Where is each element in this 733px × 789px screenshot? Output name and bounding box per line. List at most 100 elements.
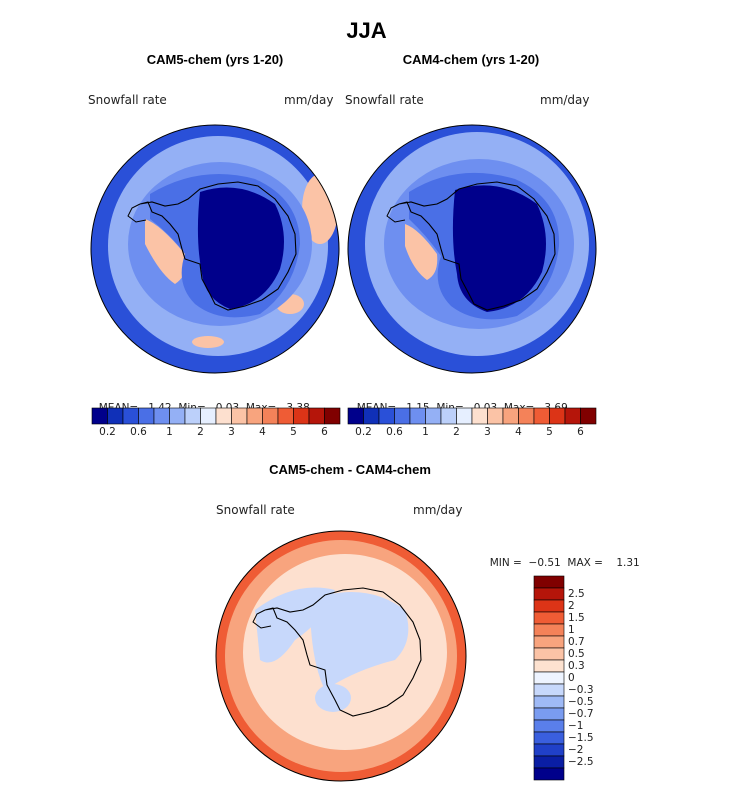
colorbar-swatch [91,407,108,425]
colorbar-swatch [533,755,565,769]
panel-title-cam5: CAM5-chem (yrs 1-20) [146,52,284,67]
colorbar-swatch [409,407,426,425]
colorbar-swatch [564,407,581,425]
colorbar-swatch [246,407,263,425]
colorbar-tick-label: 4 [259,426,266,438]
colorbar-swatch [533,407,550,425]
colorbar-swatch [518,407,535,425]
colorbar-swatch [200,407,217,425]
map-cam4-snowfall [347,124,597,374]
colorbar-tick-label: −0.5 [568,696,594,708]
colorbar-swatch [324,407,341,425]
colorbar-swatch [533,671,565,685]
colorbar-swatch [533,587,565,601]
colorbar-tick-label: 3 [228,426,235,438]
variable-label-diff: Snowfall rate [216,503,295,517]
colorbar-cam4 [347,407,597,425]
colorbar-tick-label: −2 [568,744,584,756]
colorbar-diff [533,575,565,781]
stats-diff: MIN = −0.51 MAX = 1.31 [483,545,640,569]
colorbar-tick-label: 0.7 [568,636,585,648]
colorbar-tick-label: 1.5 [568,612,585,624]
panel-title-cam4: CAM4-chem (yrs 1-20) [402,52,540,67]
map-border [215,530,467,782]
variable-label-cam5: Snowfall rate [88,93,167,107]
warm-peninsula-region [405,224,438,280]
colorbar-tick-label: 2 [568,600,575,612]
colorbar-swatch [533,719,565,733]
units-label-diff: mm/day [413,503,463,517]
colorbar-swatch [277,407,294,425]
max-label: MAX = [567,557,603,569]
colorbar-swatch [378,407,395,425]
colorbar-swatch [363,407,380,425]
colorbar-swatch [533,743,565,757]
diff-negative-region-ross [315,684,351,712]
colorbar-tick-label: 0.2 [99,426,116,438]
colorbar-swatch [533,659,565,673]
colorbar-tick-label: 5 [546,426,553,438]
variable-label-cam4: Snowfall rate [345,93,424,107]
colorbar-swatch [533,647,565,661]
colorbar-swatch [487,407,504,425]
colorbar-swatch [440,407,457,425]
colorbar-swatch [533,767,565,781]
colorbar-tick-label: 2 [197,426,204,438]
colorbar-cam4-labels: 0.2 0.6 1 2 3 4 5 6 [348,426,596,440]
antarctica-coastline [398,181,556,311]
colorbar-swatch [262,407,279,425]
min-label: MIN = [489,557,522,569]
colorbar-swatch [502,407,519,425]
colorbar-swatch [122,407,139,425]
colorbar-swatch [580,407,597,425]
colorbar-cam5 [91,407,341,425]
colorbar-swatch [533,599,565,613]
panel-title-diff: CAM5-chem - CAM4-chem [269,462,431,477]
colorbar-tick-label: 3 [484,426,491,438]
colorbar-swatch [533,731,565,745]
plateau-zone [197,187,284,309]
max-value: 1.31 [616,557,640,569]
colorbar-swatch [169,407,186,425]
colorbar-tick-label: 0.3 [568,660,585,672]
colorbar-swatch [549,407,566,425]
colorbar-tick-label: −0.3 [568,684,594,696]
colorbar-swatch [533,623,565,637]
colorbar-tick-label: 1 [166,426,173,438]
antarctica-coastline [264,587,422,717]
map-cam5-snowfall [90,124,340,374]
colorbar-tick-label: −2.5 [568,756,594,768]
colorbar-swatch [138,407,155,425]
colorbar-tick-label: 5 [290,426,297,438]
colorbar-swatch [425,407,442,425]
colorbar-swatch [308,407,325,425]
colorbar-tick-label: 1 [568,624,575,636]
units-label-cam5: mm/day [284,93,334,107]
colorbar-swatch [533,611,565,625]
peninsula-coastline [252,609,272,629]
colorbar-swatch [394,407,411,425]
map-border [90,124,340,374]
colorbar-tick-label: 6 [577,426,584,438]
colorbar-swatch [471,407,488,425]
colorbar-cam5-labels: 0.2 0.6 1 2 3 4 5 6 [92,426,340,440]
colorbar-swatch [533,707,565,721]
diff-negative-region-plateau [310,592,409,690]
colorbar-tick-label: 0.2 [355,426,372,438]
colorbar-swatch [533,575,565,589]
antarctica-coastline [139,181,297,311]
colorbar-swatch [293,407,310,425]
colorbar-swatch [184,407,201,425]
min-value: −0.51 [528,557,561,569]
colorbar-swatch [107,407,124,425]
colorbar-tick-label: 2 [453,426,460,438]
warm-peninsula-region [145,219,187,284]
colorbar-tick-label: −1.5 [568,732,594,744]
colorbar-swatch [456,407,473,425]
colorbar-tick-label: 1 [422,426,429,438]
colorbar-diff-labels: 2.5 2 1.5 1 0.7 0.5 0.3 0 −0.3 −0.5 −0.7 −1 −1.5 −2 −2… [568,576,618,780]
figure-title: JJA [346,18,387,43]
colorbar-swatch [215,407,232,425]
colorbar-tick-label: −0.7 [568,708,594,720]
colorbar-tick-label: 0.6 [386,426,403,438]
